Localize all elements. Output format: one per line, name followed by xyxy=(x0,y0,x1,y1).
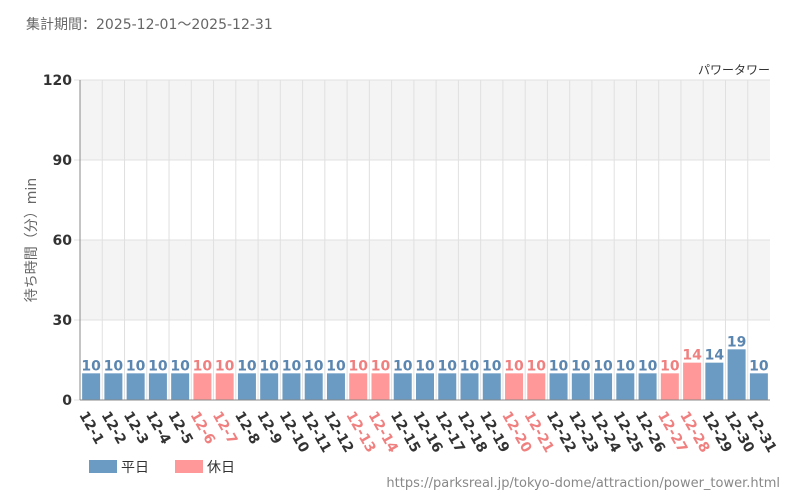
data-label: 10 xyxy=(482,358,502,374)
bar-12-25 xyxy=(616,373,635,400)
data-label: 10 xyxy=(326,358,346,374)
data-label: 10 xyxy=(549,358,569,374)
legend: 平日 休日 xyxy=(89,460,235,476)
bar-12-1 xyxy=(82,373,101,400)
y-axis-label: 待ち時間（分）min xyxy=(24,178,40,302)
data-label: 10 xyxy=(104,358,124,374)
data-label: 10 xyxy=(348,358,368,374)
data-label: 10 xyxy=(415,358,435,374)
bar-12-3 xyxy=(126,373,145,400)
legend-label-holiday: 休日 xyxy=(207,460,235,476)
legend-swatch-weekday xyxy=(89,460,117,473)
axes xyxy=(79,80,770,401)
bar-12-28 xyxy=(683,362,702,400)
series-label: パワータワー xyxy=(698,63,770,77)
data-label: 10 xyxy=(660,358,680,374)
bar-12-2 xyxy=(104,373,123,400)
y-tick-label: 120 xyxy=(43,73,72,89)
bar-12-26 xyxy=(638,373,657,400)
plot-band xyxy=(80,160,770,240)
data-label: 10 xyxy=(527,358,547,374)
data-labels: 10 10 10 10 10 10 10 10 10 10 10 10 10 10 10 10 10 10 10 10… xyxy=(81,334,768,374)
bar-12-6 xyxy=(193,373,212,400)
bar-12-19 xyxy=(482,373,501,400)
bar-12-21 xyxy=(527,373,546,400)
bar-12-7 xyxy=(215,373,234,400)
bar-12-27 xyxy=(660,373,679,400)
data-label: 10 xyxy=(460,358,480,374)
period-text: 集計期間：2025-12-01～2025-12-31 xyxy=(26,16,273,33)
data-label: 10 xyxy=(393,358,413,374)
bar-12-29 xyxy=(705,362,724,400)
bar-12-9 xyxy=(260,373,279,400)
bar-12-30 xyxy=(727,349,746,400)
data-label: 10 xyxy=(259,358,279,374)
bar-12-24 xyxy=(594,373,613,400)
y-tick-label: 30 xyxy=(53,313,73,329)
bar-12-12 xyxy=(326,373,345,400)
bar-12-18 xyxy=(460,373,479,400)
data-label: 10 xyxy=(593,358,613,374)
data-label: 10 xyxy=(148,358,168,374)
data-label: 10 xyxy=(571,358,591,374)
plot-band xyxy=(80,80,770,160)
data-label: 10 xyxy=(237,358,257,374)
bar-12-5 xyxy=(171,373,190,400)
bar-12-17 xyxy=(438,373,457,400)
y-tick-label: 90 xyxy=(53,153,73,169)
data-label: 19 xyxy=(727,334,746,350)
data-label: 10 xyxy=(371,358,391,374)
legend-swatch-holiday xyxy=(175,460,203,473)
bar-series xyxy=(82,349,768,400)
bar-12-20 xyxy=(505,373,524,400)
bar-12-4 xyxy=(148,373,167,400)
data-label: 10 xyxy=(81,358,101,374)
plot-background-bands xyxy=(80,80,770,400)
data-label: 10 xyxy=(304,358,324,374)
bar-12-15 xyxy=(393,373,412,400)
y-tick-label: 0 xyxy=(62,393,72,409)
data-label: 10 xyxy=(170,358,190,374)
bar-12-23 xyxy=(571,373,590,400)
data-label: 14 xyxy=(682,348,702,364)
data-label: 10 xyxy=(282,358,302,374)
y-tick-labels: 0 30 60 90 120 xyxy=(43,73,72,409)
bar-12-13 xyxy=(349,373,368,400)
bar-12-8 xyxy=(237,373,256,400)
bar-12-11 xyxy=(304,373,323,400)
legend-label-weekday: 平日 xyxy=(121,460,149,476)
data-label: 10 xyxy=(126,358,146,374)
data-label: 10 xyxy=(638,358,658,374)
data-label: 10 xyxy=(215,358,235,374)
source-url: https://parksreal.jp/tokyo-dome/attracti… xyxy=(386,476,780,491)
x-tick-labels: 12-112-212-312-412-512-612-712-812-912-1… xyxy=(75,409,779,456)
bar-12-31 xyxy=(749,373,768,400)
bar-12-22 xyxy=(549,373,568,400)
bar-12-16 xyxy=(416,373,434,400)
plot-band xyxy=(80,240,770,320)
data-label: 10 xyxy=(193,358,213,374)
data-label: 10 xyxy=(438,358,458,374)
data-label: 10 xyxy=(749,358,769,374)
bar-12-10 xyxy=(282,373,301,400)
y-tick-label: 60 xyxy=(53,233,73,249)
data-label: 10 xyxy=(504,358,524,374)
bar-12-14 xyxy=(371,373,390,400)
data-label: 14 xyxy=(705,348,725,364)
data-label: 10 xyxy=(616,358,636,374)
